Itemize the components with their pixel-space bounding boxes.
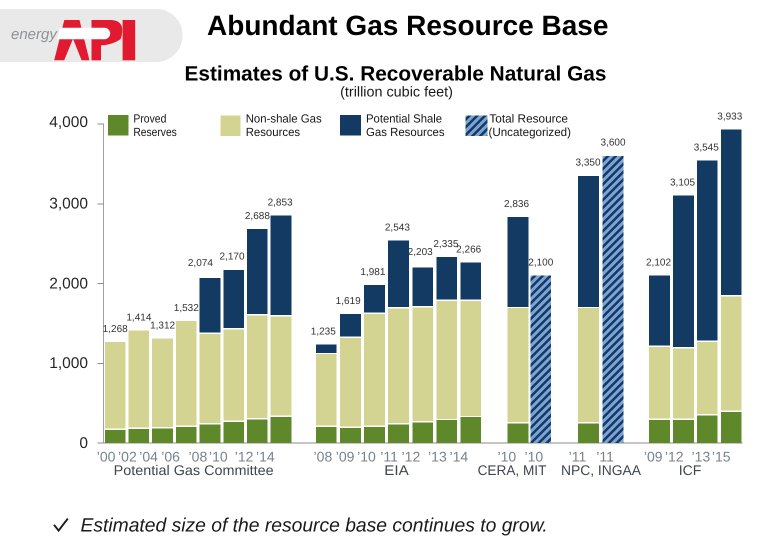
svg-text:0: 0: [79, 435, 88, 452]
svg-text:’00: ’00: [97, 449, 116, 465]
svg-text:1,312: 1,312: [150, 321, 175, 332]
svg-text:2,543: 2,543: [385, 222, 410, 233]
svg-text:2,335: 2,335: [433, 239, 458, 250]
svg-text:energy: energy: [11, 26, 58, 43]
svg-text:’13: ’13: [428, 449, 447, 465]
svg-text:1,268: 1,268: [103, 324, 128, 335]
svg-text:’10: ’10: [357, 449, 376, 465]
svg-text:’14: ’14: [256, 449, 275, 465]
svg-text:’12: ’12: [402, 449, 421, 465]
svg-text:Non-shale Gas: Non-shale Gas: [246, 111, 322, 125]
svg-text:Estimates of U.S. Recoverable: Estimates of U.S. Recoverable Natural Ga…: [185, 63, 607, 86]
svg-text:2,836: 2,836: [504, 199, 529, 210]
svg-text:Potential Shale: Potential Shale: [366, 111, 443, 125]
svg-text:2,266: 2,266: [456, 245, 481, 256]
svg-text:3,600: 3,600: [600, 138, 625, 149]
svg-text:2,203: 2,203: [408, 247, 433, 258]
svg-text:’14: ’14: [449, 449, 468, 465]
svg-text:’10: ’10: [524, 449, 543, 465]
svg-text:2,000: 2,000: [49, 276, 88, 293]
svg-text:Estimated size of the resource: Estimated size of the resource base cont…: [81, 516, 548, 537]
svg-text:’11: ’11: [596, 449, 614, 465]
svg-text:’09: ’09: [644, 449, 663, 465]
svg-text:ICF: ICF: [679, 462, 702, 478]
svg-text:Abundant Gas Resource Base: Abundant Gas Resource Base: [207, 10, 608, 41]
svg-text:CERA, MIT: CERA, MIT: [478, 462, 547, 478]
svg-text:3,105: 3,105: [670, 178, 695, 189]
svg-text:’11: ’11: [380, 449, 398, 465]
svg-text:’09: ’09: [336, 449, 355, 465]
svg-text:Proved: Proved: [133, 111, 166, 125]
svg-text:Total Resource: Total Resource: [489, 111, 568, 125]
svg-text:1,414: 1,414: [126, 312, 151, 323]
svg-text:1,000: 1,000: [49, 355, 88, 372]
svg-text:2,074: 2,074: [188, 258, 213, 269]
svg-text:’11: ’11: [569, 449, 587, 465]
svg-text:’06: ’06: [161, 449, 180, 465]
svg-text:3,000: 3,000: [49, 196, 88, 213]
svg-text:’08: ’08: [189, 449, 208, 465]
svg-text:’02: ’02: [118, 449, 137, 465]
svg-text:3,350: 3,350: [575, 157, 600, 168]
svg-text:Potential Gas Committee: Potential Gas Committee: [114, 462, 274, 478]
svg-text:1,981: 1,981: [360, 267, 385, 278]
svg-text:’13: ’13: [692, 449, 711, 465]
svg-text:1,235: 1,235: [311, 327, 336, 338]
svg-text:EIA: EIA: [384, 462, 409, 478]
svg-text:’10: ’10: [209, 449, 228, 465]
svg-text:2,170: 2,170: [219, 252, 244, 263]
svg-text:1,532: 1,532: [174, 303, 199, 314]
svg-text:Resources: Resources: [246, 125, 300, 139]
svg-text:4,000: 4,000: [49, 114, 88, 131]
svg-text:NPC, INGAA: NPC, INGAA: [561, 462, 642, 478]
svg-text:’10: ’10: [497, 449, 516, 465]
svg-text:’12: ’12: [665, 449, 684, 465]
svg-text:’12: ’12: [235, 449, 254, 465]
svg-text:(Uncategorized): (Uncategorized): [489, 125, 572, 139]
svg-text:2,853: 2,853: [268, 198, 293, 209]
svg-text:’08: ’08: [314, 449, 333, 465]
svg-text:’15: ’15: [712, 449, 731, 465]
svg-text:2,100: 2,100: [528, 258, 553, 269]
svg-text:Gas Resources: Gas Resources: [366, 125, 445, 139]
svg-text:1,619: 1,619: [336, 296, 361, 307]
svg-text:Reserves: Reserves: [133, 125, 176, 139]
svg-text:(trillion cubic feet): (trillion cubic feet): [340, 85, 453, 101]
svg-text:2,102: 2,102: [646, 258, 671, 269]
svg-text:’04: ’04: [139, 449, 158, 465]
svg-text:3,933: 3,933: [717, 112, 742, 123]
svg-text:3,545: 3,545: [694, 143, 719, 154]
svg-text:2,688: 2,688: [245, 211, 270, 222]
